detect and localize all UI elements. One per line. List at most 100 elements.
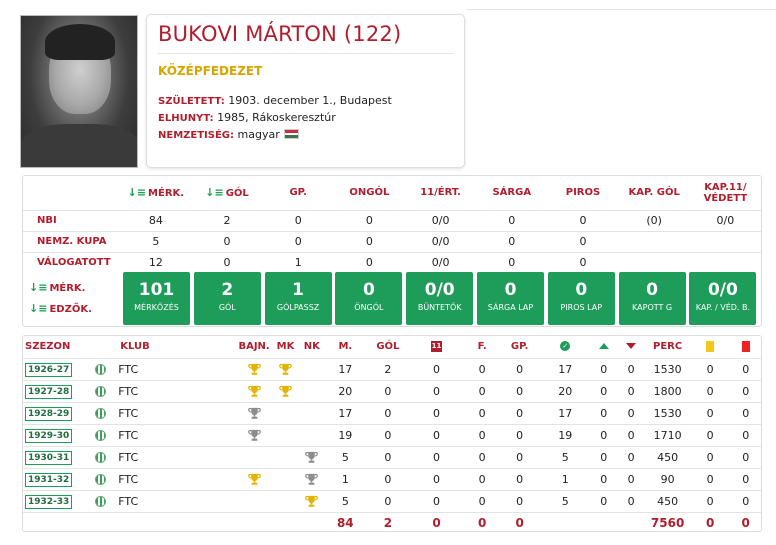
minutes: 1710 (645, 423, 690, 446)
player-details: SZÜLETETT: 1903. december 1., Budapest E… (158, 93, 454, 144)
trophy-icon (279, 385, 292, 397)
competition-value: 84 (120, 209, 192, 231)
yellow-cards: 0 (689, 379, 731, 402)
subbed-in: 0 (590, 423, 617, 446)
col-out (617, 336, 645, 358)
col-club: KLUB (120, 341, 150, 353)
competition-value: 0 (333, 209, 405, 231)
col-f: F. (477, 341, 487, 353)
col-merk[interactable]: ↓≡ MÉRK. (127, 186, 185, 200)
competition-value: 0/0 (405, 230, 477, 252)
club-name[interactable]: FTC (118, 445, 238, 468)
born-label: SZÜLETETT: (158, 96, 225, 107)
born-value: 1903. december 1., Budapest (228, 94, 392, 107)
season-row: 1927-28 FTC 20 0 0 0 0 20 0 0 1800 0 0 (23, 379, 761, 402)
competition-value: 0/0 (405, 209, 477, 231)
career-summary: ↓≡ MÉRK. ↓≡ GÓL GP. ONGÓL 11/ÉRT. SÁRGA PI… (22, 175, 762, 327)
competition-value: 0 (476, 209, 548, 231)
season-row: 1930-31 FTC 5 0 0 0 0 5 0 0 450 0 0 (23, 445, 761, 468)
penalties: 0 (408, 357, 465, 380)
ftc-crest-icon (94, 496, 106, 507)
starts: 19 (539, 423, 591, 446)
goals: 0 (367, 467, 409, 490)
col-start: ✓ (540, 336, 591, 358)
club-name[interactable]: FTC (118, 379, 238, 402)
subbed-in: 0 (590, 401, 617, 424)
summary-tile: 0 ÖNGÓL (335, 272, 403, 325)
col-season: SZEZON (25, 341, 71, 353)
check-icon: ✓ (560, 341, 571, 352)
club-name[interactable]: FTC (118, 401, 238, 424)
card-divider (157, 53, 454, 54)
competition-value: 12 (120, 251, 192, 273)
col-in (591, 336, 617, 358)
season-link[interactable]: 1927-28 (25, 384, 73, 399)
penalties: 0 (408, 423, 465, 446)
penalties: 0 (408, 489, 465, 512)
competition-value: 0 (191, 230, 263, 252)
season-link[interactable]: 1932-33 (25, 494, 73, 509)
subbed-in: 0 (590, 445, 617, 468)
ftc-crest-icon (94, 474, 106, 485)
competition-value: 0/0 (689, 209, 761, 231)
summary-tile: 0/0 BÜNTETŐK (406, 272, 474, 325)
total-red: 0 (730, 511, 761, 534)
competition-row: NEMZ. KUPA 5 0 0 0 0/0 0 0 (23, 230, 761, 252)
hungarian-flag-icon (283, 129, 299, 139)
col-red (730, 336, 761, 358)
competition-label: NEMZ. KUPA (23, 230, 121, 252)
club-name[interactable]: FTC (118, 489, 238, 512)
tile-label: BÜNTETŐK (417, 303, 462, 312)
season-link[interactable]: 1926-27 (25, 362, 73, 377)
col-gol: GÓL (376, 341, 400, 353)
tile-label: SÁRGA LAP (487, 303, 534, 312)
season-row: 1931-32 FTC 1 0 0 0 0 1 0 0 90 0 0 (23, 467, 761, 490)
red-cards: 0 (730, 423, 761, 446)
competition-value: 0 (547, 209, 619, 231)
assists: 0 (499, 445, 540, 468)
summary-tile: 0 SÁRGA LAP (477, 272, 544, 325)
goals: 0 (367, 401, 409, 424)
red-cards: 0 (730, 467, 761, 490)
trophy-icon (247, 385, 261, 397)
col-yellow (690, 336, 731, 358)
starts: 20 (539, 379, 591, 402)
col-gol[interactable]: ↓≡ GÓL (205, 186, 249, 200)
starts: 17 (539, 401, 591, 424)
sort-merk[interactable]: ↓≡ MÉRK. (29, 281, 86, 294)
club-name[interactable]: FTC (118, 357, 238, 380)
club-name[interactable]: FTC (118, 467, 238, 490)
season-link[interactable]: 1930-31 (25, 450, 73, 465)
tile-value: 101 (138, 280, 175, 300)
trophy-icon (305, 495, 319, 507)
up-arrow-icon (598, 343, 609, 350)
goals: 0 (367, 423, 409, 446)
competition-value: 0 (262, 209, 334, 231)
trophy-icon (247, 429, 261, 441)
yellow-cards: 0 (689, 467, 731, 490)
nationality-value: magyar (237, 128, 280, 141)
minutes: 450 (645, 445, 690, 468)
red-cards: 0 (730, 401, 761, 424)
subbed-out: 0 (616, 467, 646, 490)
competition-value (689, 230, 761, 252)
matches: 20 (323, 379, 368, 402)
sort-edzok[interactable]: ↓≡ EDZŐK. (29, 302, 92, 315)
col-11ert: 11/ÉRT. (420, 187, 461, 199)
ftc-crest-icon (94, 364, 106, 375)
season-row: 1932-33 FTC 5 0 0 0 0 5 0 0 450 0 0 (23, 489, 761, 512)
season-link[interactable]: 1929-30 (25, 428, 73, 443)
club-name[interactable]: FTC (118, 423, 238, 446)
matches: 5 (323, 445, 368, 468)
col-kap11: KAP.11/ VÉDETT (703, 181, 748, 204)
yellow-card-icon (706, 341, 715, 352)
assists: 0 (499, 401, 540, 424)
subbed-in: 0 (590, 489, 617, 512)
season-link[interactable]: 1931-32 (25, 472, 73, 487)
competition-label: NBI (23, 209, 121, 231)
yellow-cards: 0 (689, 401, 731, 424)
season-table: SZEZON KLUB BAJN. MK NK M. GÓL 11 F. GP.… (23, 336, 761, 534)
competition-value: 0/0 (405, 251, 477, 273)
competition-value: 0 (476, 230, 548, 252)
season-link[interactable]: 1928-29 (25, 406, 73, 421)
